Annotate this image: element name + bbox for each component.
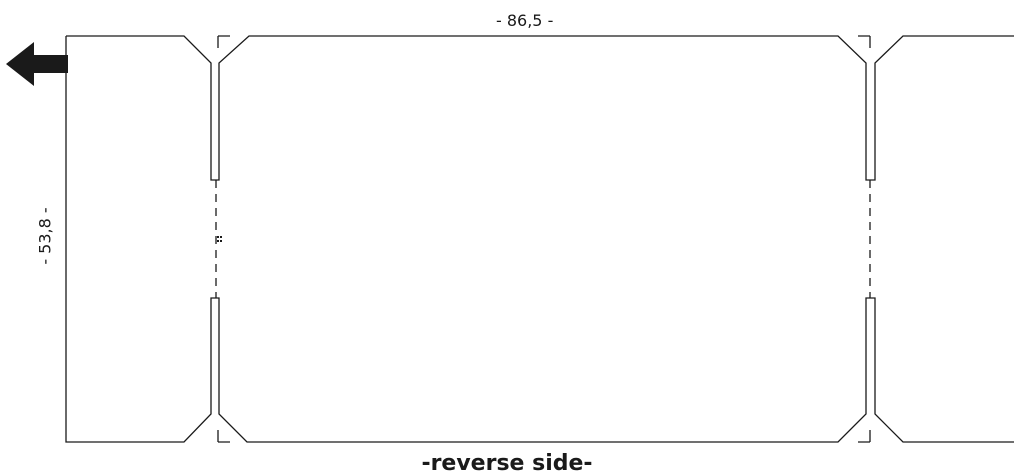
arrow-left-icon <box>6 42 68 86</box>
left-strip-outline <box>66 35 1014 181</box>
crop-mark-bottom-left <box>217 430 230 443</box>
center-dots <box>217 236 222 242</box>
height-dimension-label: - 53,8 - <box>35 207 55 265</box>
crop-mark-bottom-right <box>858 430 871 443</box>
crop-mark-top-right <box>858 35 871 48</box>
reverse-side-caption: -reverse side- <box>421 451 593 476</box>
bottom-outline <box>65 36 1014 443</box>
crop-mark-top-left <box>217 35 230 48</box>
width-dimension-label: - 86,5 - <box>496 11 554 30</box>
